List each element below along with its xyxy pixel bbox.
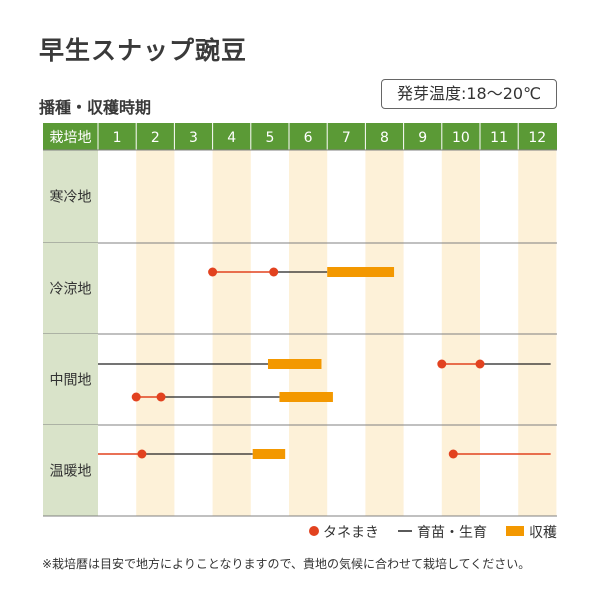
month-label: 5 (265, 130, 274, 146)
sowing-dot (448, 449, 458, 459)
region-label: 中間地 (50, 373, 92, 389)
month-stripe (441, 150, 480, 516)
harvest-bar (279, 392, 333, 402)
region-label-cell (43, 150, 98, 243)
harvest-bar (252, 449, 286, 459)
header-label: 栽培地 (50, 130, 92, 146)
month-stripe (212, 150, 251, 516)
month-stripe (365, 150, 404, 516)
sowing-dot (156, 392, 166, 402)
region-label-cell (43, 243, 98, 334)
month-label: 11 (490, 130, 508, 146)
month-label: 12 (528, 130, 546, 146)
calendar-header-bar (43, 123, 557, 150)
harvest-bar (267, 359, 322, 369)
sowing-dot (131, 392, 141, 402)
region-label-cell (43, 334, 98, 425)
page-title: 早生スナップ豌豆 (39, 36, 248, 65)
legend-growing-label: 育苗・生育 (417, 525, 487, 541)
month-label: 6 (304, 130, 313, 146)
legend-harvest-label: 収穫 (529, 525, 557, 541)
sowing-dot (208, 267, 218, 277)
month-stripe (289, 150, 328, 516)
region-label-cell (43, 425, 98, 516)
month-label: 4 (227, 130, 236, 146)
month-label: 8 (380, 130, 389, 146)
month-label: 9 (418, 130, 427, 146)
sowing-dot (475, 359, 485, 369)
footnote: ※栽培暦は目安で地方によりことなりますので、貴地の気候に合わせて栽培してください… (42, 557, 531, 571)
sowing-dot (137, 449, 147, 459)
sowing-dot (437, 359, 447, 369)
legend-harvest-swatch (506, 526, 524, 536)
germination-temperature-box: 発芽温度:18〜20℃ (381, 79, 557, 109)
month-stripe (518, 150, 557, 516)
month-label: 2 (151, 130, 160, 146)
section-title: 播種・収穫時期 (39, 98, 152, 117)
month-label: 3 (189, 130, 198, 146)
region-label: 冷涼地 (50, 282, 92, 298)
sowing-dot (269, 267, 279, 277)
legend-sowing-label: タネまき (323, 525, 379, 541)
region-label: 寒冷地 (50, 189, 92, 206)
month-label: 7 (342, 130, 351, 146)
month-label: 10 (452, 130, 470, 146)
harvest-bar (327, 267, 395, 277)
month-label: 1 (113, 130, 122, 146)
region-label: 温暖地 (50, 464, 92, 480)
legend-sowing-dot (309, 526, 319, 536)
